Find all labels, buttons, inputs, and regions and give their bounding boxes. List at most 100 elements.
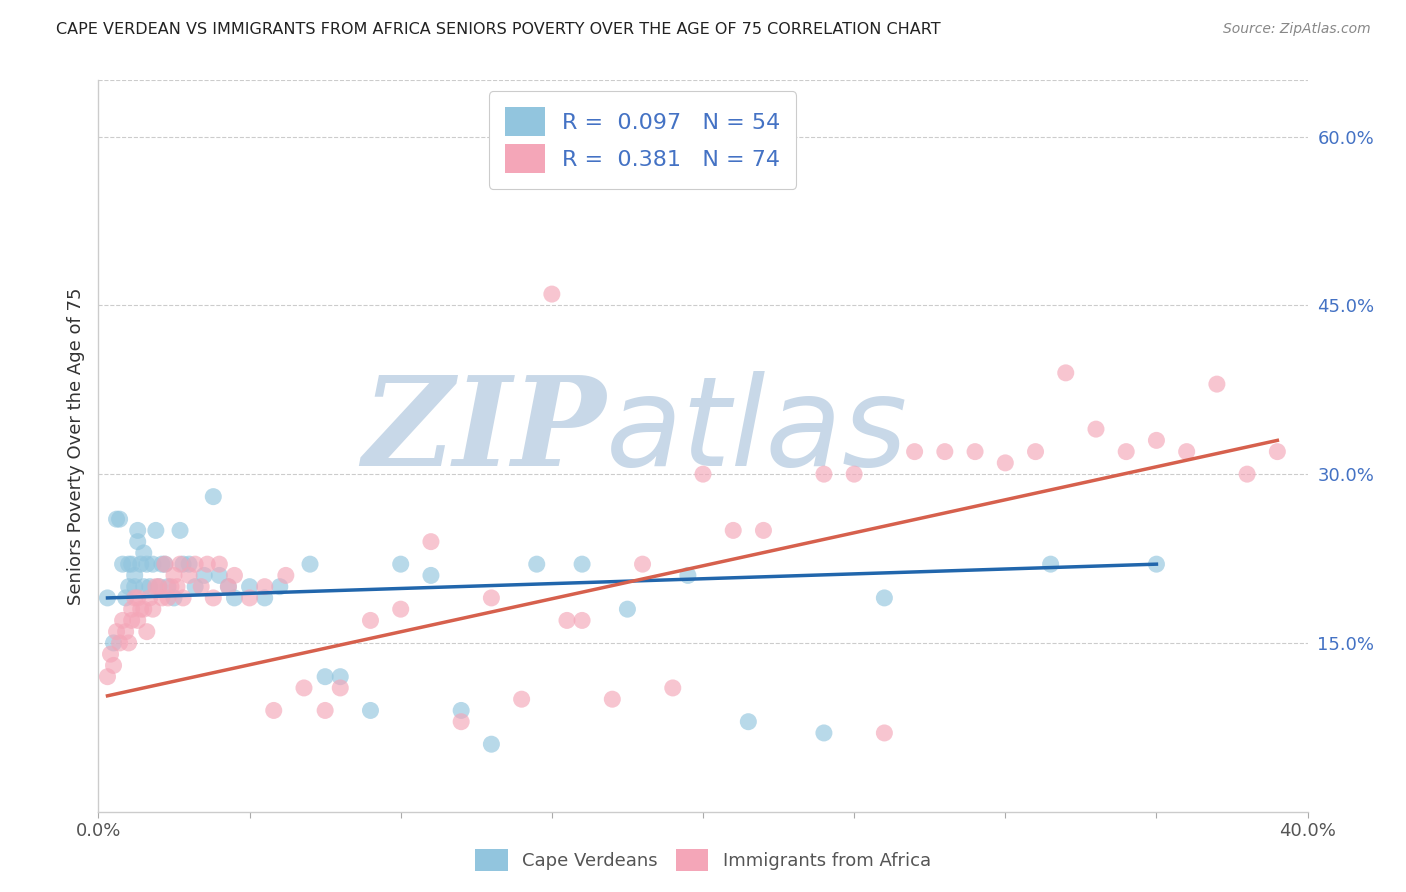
Point — [118, 580, 141, 594]
Point — [142, 602, 165, 616]
Point — [166, 580, 188, 594]
Point — [127, 614, 149, 628]
Point — [163, 568, 186, 582]
Point — [172, 557, 194, 571]
Point — [844, 467, 866, 482]
Text: ZIP: ZIP — [363, 370, 606, 492]
Point — [239, 580, 262, 594]
Point — [224, 568, 246, 582]
Point — [602, 692, 624, 706]
Point — [202, 490, 225, 504]
Point — [179, 568, 201, 582]
Point — [1175, 444, 1198, 458]
Text: atlas: atlas — [606, 371, 908, 491]
Point — [132, 602, 155, 616]
Point — [172, 591, 194, 605]
Point — [540, 287, 562, 301]
Point — [723, 524, 745, 538]
Point — [145, 524, 167, 538]
Point — [132, 546, 155, 560]
Point — [139, 591, 162, 605]
Point — [139, 580, 162, 594]
Point — [129, 602, 152, 616]
Point — [135, 624, 157, 639]
Point — [105, 512, 128, 526]
Point — [127, 534, 149, 549]
Point — [1039, 557, 1062, 571]
Point — [420, 534, 443, 549]
Point — [208, 557, 231, 571]
Point — [184, 557, 207, 571]
Point — [1115, 444, 1137, 458]
Point — [314, 703, 336, 717]
Point — [420, 568, 443, 582]
Point — [994, 456, 1017, 470]
Point — [616, 602, 638, 616]
Point — [253, 580, 276, 594]
Point — [1054, 366, 1077, 380]
Point — [1236, 467, 1258, 482]
Point — [299, 557, 322, 571]
Point — [263, 703, 285, 717]
Point — [526, 557, 548, 571]
Point — [274, 568, 297, 582]
Point — [169, 557, 191, 571]
Point — [124, 580, 146, 594]
Point — [121, 602, 143, 616]
Point — [224, 591, 246, 605]
Point — [1267, 444, 1289, 458]
Point — [1206, 377, 1229, 392]
Text: CAPE VERDEAN VS IMMIGRANTS FROM AFRICA SENIORS POVERTY OVER THE AGE OF 75 CORREL: CAPE VERDEAN VS IMMIGRANTS FROM AFRICA S… — [56, 22, 941, 37]
Point — [105, 624, 128, 639]
Legend: Cape Verdeans, Immigrants from Africa: Cape Verdeans, Immigrants from Africa — [468, 842, 938, 879]
Point — [360, 614, 382, 628]
Point — [1024, 444, 1046, 458]
Point — [571, 614, 593, 628]
Point — [100, 647, 122, 661]
Point — [108, 512, 131, 526]
Point — [253, 591, 276, 605]
Point — [873, 726, 896, 740]
Point — [873, 591, 896, 605]
Point — [142, 557, 165, 571]
Point — [114, 624, 136, 639]
Point — [156, 591, 179, 605]
Point — [163, 591, 186, 605]
Point — [208, 568, 231, 582]
Point — [150, 591, 173, 605]
Point — [132, 580, 155, 594]
Point — [314, 670, 336, 684]
Point — [481, 737, 503, 751]
Point — [148, 580, 170, 594]
Point — [127, 591, 149, 605]
Point — [389, 602, 412, 616]
Point — [190, 580, 212, 594]
Point — [156, 580, 179, 594]
Point — [124, 591, 146, 605]
Point — [661, 681, 683, 695]
Point — [121, 614, 143, 628]
Point — [481, 591, 503, 605]
Point — [329, 681, 352, 695]
Point — [184, 580, 207, 594]
Point — [195, 557, 218, 571]
Point — [813, 726, 835, 740]
Point — [145, 580, 167, 594]
Point — [329, 670, 352, 684]
Point — [217, 580, 239, 594]
Point — [135, 557, 157, 571]
Point — [389, 557, 412, 571]
Point — [160, 580, 183, 594]
Point — [676, 568, 699, 582]
Point — [1085, 422, 1108, 436]
Point — [118, 636, 141, 650]
Point — [813, 467, 835, 482]
Point — [571, 557, 593, 571]
Point — [153, 557, 176, 571]
Point — [692, 467, 714, 482]
Point — [239, 591, 262, 605]
Point — [103, 636, 125, 650]
Point — [108, 636, 131, 650]
Point — [292, 681, 315, 695]
Point — [129, 557, 152, 571]
